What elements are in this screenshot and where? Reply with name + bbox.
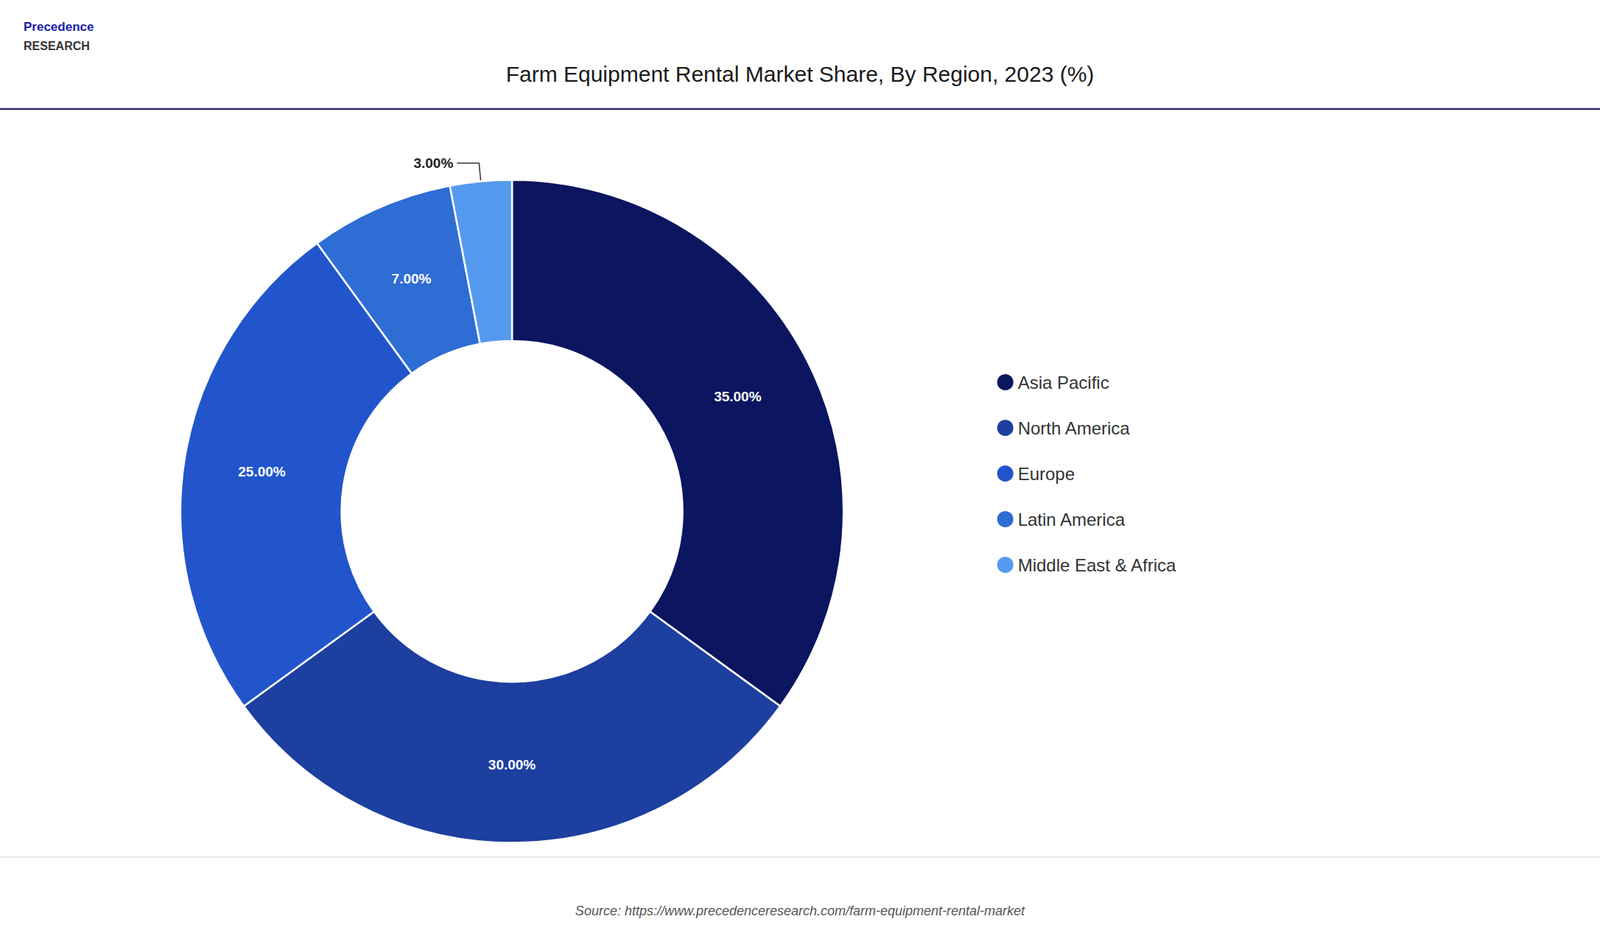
svg-text:Precedence: Precedence bbox=[23, 19, 94, 34]
svg-text:Source: https://www.precedence: Source: https://www.precedenceresearch.c… bbox=[575, 903, 1026, 919]
svg-text:25.00%: 25.00% bbox=[237, 464, 286, 480]
svg-text:Latin America: Latin America bbox=[1018, 509, 1126, 530]
svg-text:Farm Equipment Rental Market S: Farm Equipment Rental Market Share, By R… bbox=[506, 61, 1095, 87]
svg-text:Middle East & Africa: Middle East & Africa bbox=[1018, 555, 1177, 576]
svg-text:30.00%: 30.00% bbox=[488, 757, 537, 773]
svg-text:3.00%: 3.00% bbox=[413, 155, 454, 171]
svg-text:Asia Pacific: Asia Pacific bbox=[1018, 372, 1110, 393]
svg-text:35.00%: 35.00% bbox=[713, 388, 762, 405]
svg-text:North America: North America bbox=[1018, 418, 1131, 439]
svg-text:RESEARCH: RESEARCH bbox=[23, 39, 90, 53]
svg-text:7.00%: 7.00% bbox=[391, 271, 432, 287]
svg-text:Europe: Europe bbox=[1018, 464, 1075, 484]
